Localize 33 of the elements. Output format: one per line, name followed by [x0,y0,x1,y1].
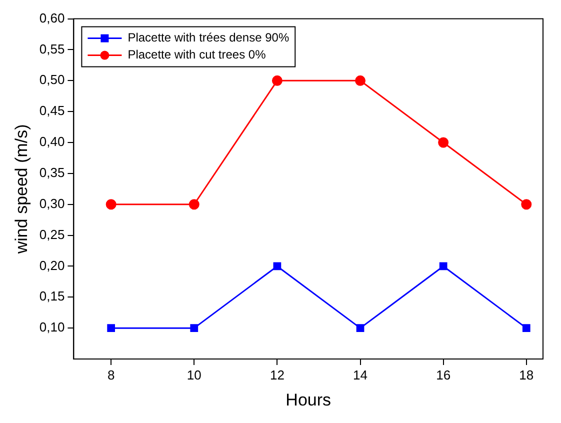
legend-label: Placette with trées dense 90% [128,30,290,45]
point [438,137,449,148]
y-tick-label: 0,45 [39,103,65,118]
y-tick-label: 0,50 [39,72,65,88]
point [273,262,282,270]
y-axis-title: wind speed (m/s) [12,124,31,255]
x-tick-label: 14 [353,367,368,382]
x-axis-title: Hours [286,390,332,410]
point [439,262,448,270]
point [356,324,364,332]
y-tick-label: 0,20 [39,258,65,273]
point [522,324,530,332]
y-tick-label: 0,35 [39,165,65,180]
y-tick-label: 0,40 [39,134,65,150]
point [272,75,282,86]
y-tick-label: 0,55 [39,41,65,56]
y-tick-label: 0,10 [39,320,65,335]
point [107,324,116,332]
y-tick-label: 0,60 [39,10,65,26]
x-tick-label: 18 [519,367,534,382]
point [106,199,116,210]
x-tick-label: 8 [107,367,115,382]
x-tick-label: 12 [270,367,284,382]
y-tick-label: 0,30 [39,196,65,211]
y-tick-label: 0,25 [39,226,65,242]
y-tick-label: 0,15 [39,288,65,304]
point [190,324,198,332]
x-tick-label: 16 [436,367,451,382]
legend-label: Placette with cut trees 0% [128,48,266,62]
point [188,199,200,210]
point [355,75,366,86]
x-tick-label: 10 [186,367,202,382]
point [521,199,532,210]
